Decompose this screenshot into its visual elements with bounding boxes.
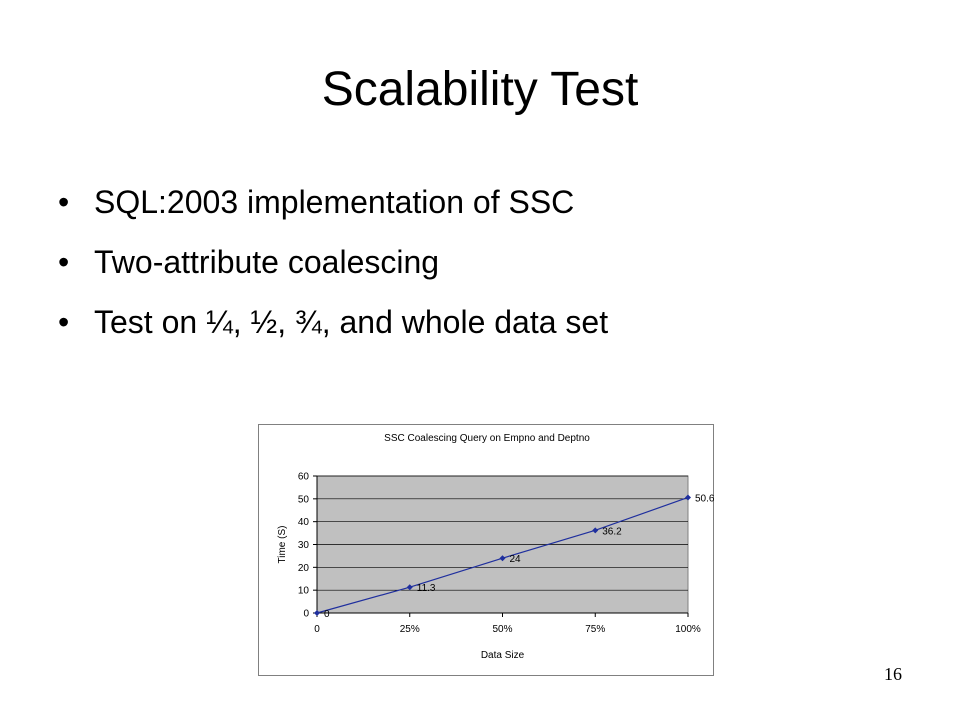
data-label: 36.2 — [602, 526, 622, 537]
x-tick-label: 50% — [492, 624, 512, 635]
data-point — [592, 527, 599, 534]
x-tick-label: 75% — [585, 624, 605, 635]
y-tick-label: 10 — [298, 586, 310, 597]
data-label: 50.6 — [695, 493, 715, 504]
x-axis-label: Data Size — [481, 650, 525, 661]
y-tick-label: 40 — [298, 517, 310, 528]
y-axis-label: Time (S) — [277, 526, 288, 564]
data-label: 24 — [510, 554, 522, 565]
bullet-item: • SQL:2003 implementation of SSC — [58, 172, 608, 232]
slide-title: Scalability Test — [321, 63, 639, 116]
data-label: 11.3 — [417, 583, 436, 594]
data-label: 0 — [324, 609, 330, 620]
chart-frame: SSC Coalescing Query on Empno and Deptno… — [258, 424, 715, 676]
data-point — [314, 610, 320, 616]
bullet-icon: • — [58, 244, 70, 280]
y-tick-label: 30 — [298, 540, 310, 551]
bullet-icon: • — [58, 304, 70, 340]
bullet-item: • Test on ¼, ½, ¾, and whole data set — [58, 292, 608, 352]
bullet-icon: • — [58, 184, 70, 220]
bullet-list: • SQL:2003 implementation of SSC • Two-att… — [58, 172, 608, 352]
bullet-text: SQL:2003 implementation of SSC — [94, 184, 575, 220]
line-chart: SSC Coalescing Query on Empno and Deptno… — [277, 433, 715, 661]
page-number: 16 — [884, 664, 902, 684]
y-tick-label: 60 — [298, 472, 310, 483]
chart-title: SSC Coalescing Query on Empno and Deptno — [384, 433, 590, 444]
x-tick-label: 100% — [675, 624, 701, 635]
y-tick-label: 0 — [303, 609, 309, 620]
data-point — [406, 584, 413, 591]
y-tick-label: 50 — [298, 494, 310, 505]
bullet-item: • Two-attribute coalescing — [58, 232, 608, 292]
x-tick-label: 25% — [400, 624, 420, 635]
data-point — [685, 494, 691, 501]
bullet-text: Two-attribute coalescing — [94, 244, 440, 280]
data-point — [499, 555, 506, 562]
bullet-text: Test on ¼, ½, ¾, and whole data set — [94, 304, 609, 340]
x-tick-label: 0 — [314, 624, 320, 635]
y-tick-label: 20 — [298, 563, 310, 574]
